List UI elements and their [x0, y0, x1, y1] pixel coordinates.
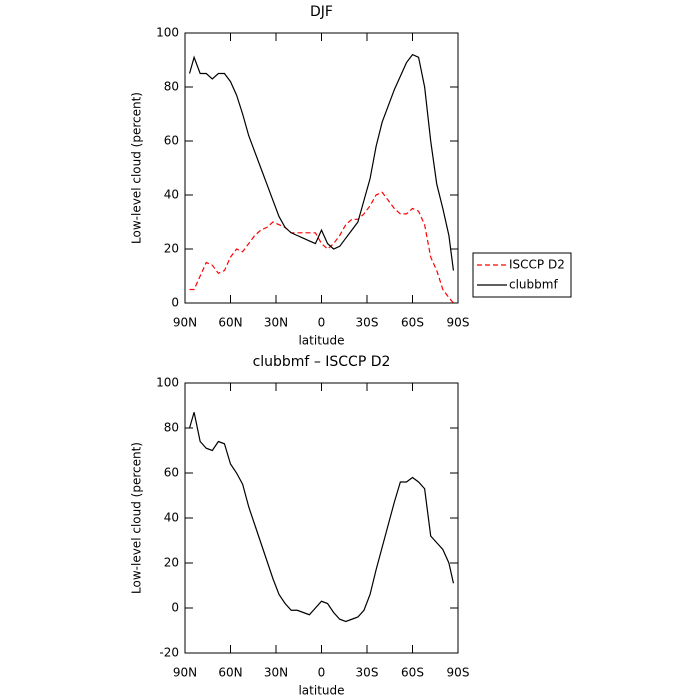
y-tick-label: 60 — [164, 134, 179, 148]
y-tick-label: 80 — [164, 421, 179, 435]
y-tick-label: 100 — [156, 26, 179, 40]
x-tick-label: 90S — [447, 316, 470, 330]
y-tick-label: 80 — [164, 80, 179, 94]
plot-frame — [184, 382, 459, 654]
legend-box — [472, 252, 572, 298]
y-axis-label: Low-level cloud (percent) — [130, 442, 144, 594]
y-tick-label: 20 — [164, 556, 179, 570]
legend-label: clubbmf — [509, 278, 558, 292]
x-tick-label: 60S — [401, 316, 424, 330]
x-tick-label: 30S — [356, 316, 379, 330]
plot-frame — [184, 32, 459, 304]
x-axis-label: latitude — [298, 334, 344, 348]
y-tick-label: 40 — [164, 511, 179, 525]
x-tick-label: 90S — [447, 666, 470, 680]
legend-label: ISCCP D2 — [509, 258, 565, 272]
y-tick-label: 20 — [164, 242, 179, 256]
line-series — [188, 53, 455, 271]
y-tick-label: 0 — [171, 601, 179, 615]
x-tick-label: 30N — [264, 316, 288, 330]
y-tick-label: 0 — [171, 296, 179, 310]
line-series — [189, 191, 454, 304]
x-tick-label: 0 — [318, 666, 326, 680]
line-series — [188, 412, 455, 623]
x-axis-label: latitude — [298, 684, 344, 698]
x-tick-label: 60N — [218, 316, 242, 330]
x-tick-label: 60S — [401, 666, 424, 680]
x-tick-label: 30N — [264, 666, 288, 680]
chart-title: clubbmf – ISCCP D2 — [253, 354, 391, 370]
x-tick-label: 90N — [173, 666, 197, 680]
y-tick-label: 40 — [164, 188, 179, 202]
y-tick-label: 60 — [164, 466, 179, 480]
x-tick-label: 90N — [173, 316, 197, 330]
y-tick-label: -20 — [159, 646, 179, 660]
y-axis-label: Low-level cloud (percent) — [130, 92, 144, 244]
x-tick-label: 30S — [356, 666, 379, 680]
chart-title: DJF — [310, 4, 333, 20]
x-tick-label: 60N — [218, 666, 242, 680]
y-tick-label: 100 — [156, 376, 179, 390]
x-tick-label: 0 — [318, 316, 326, 330]
